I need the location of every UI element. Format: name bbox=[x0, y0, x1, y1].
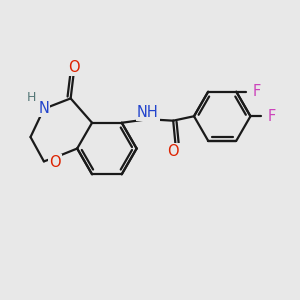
Text: O: O bbox=[49, 155, 60, 170]
Text: O: O bbox=[68, 60, 80, 75]
Text: N: N bbox=[38, 101, 49, 116]
Text: F: F bbox=[253, 84, 261, 99]
Text: O: O bbox=[167, 144, 178, 159]
Text: H: H bbox=[27, 91, 36, 104]
Text: F: F bbox=[267, 109, 275, 124]
Text: NH: NH bbox=[137, 105, 159, 120]
